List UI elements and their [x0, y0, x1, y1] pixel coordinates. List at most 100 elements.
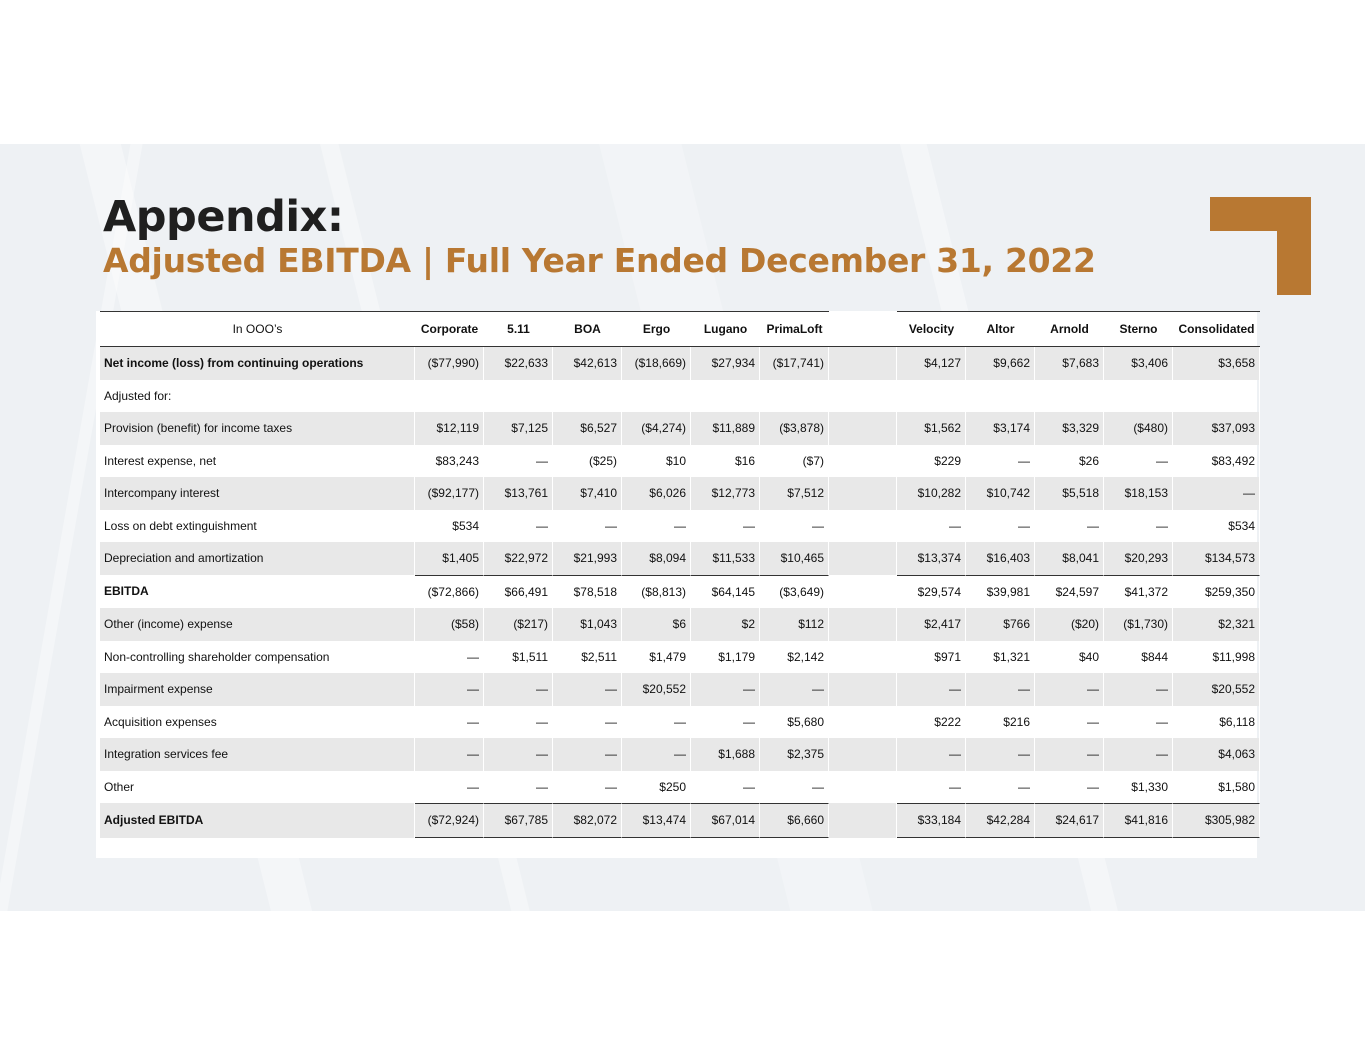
value-cell: —: [1104, 673, 1173, 706]
value-cell: $6,660: [760, 803, 829, 838]
value-cell: [691, 379, 760, 412]
value-cell: $20,552: [1173, 673, 1260, 706]
row-label: Net income (loss) from continuing operat…: [100, 347, 415, 380]
value-cell: $20,552: [622, 673, 691, 706]
spacer-cell: [829, 673, 897, 706]
value-cell: ($72,866): [415, 574, 484, 608]
row-label: Intercompany interest: [100, 477, 415, 510]
value-cell: $3,658: [1173, 347, 1260, 380]
column-header: Altor: [966, 311, 1035, 347]
value-cell: $11,533: [691, 542, 760, 575]
column-header: Arnold: [1035, 311, 1104, 347]
column-spacer: [829, 311, 897, 347]
value-cell: —: [553, 509, 622, 542]
value-cell: —: [1173, 477, 1260, 510]
row-label: Adjusted EBITDA: [100, 803, 415, 838]
value-cell: —: [622, 509, 691, 542]
value-cell: $1,562: [897, 412, 966, 445]
table-row: Other — — — $250— — — — — $1,330 $1,580: [100, 770, 1260, 803]
value-cell: ($72,924): [415, 803, 484, 838]
value-cell: $766: [966, 608, 1035, 641]
column-header: BOA: [553, 311, 622, 347]
value-cell: $1,330: [1104, 770, 1173, 803]
value-cell: $534: [415, 509, 484, 542]
page-title: Appendix:: [103, 192, 344, 242]
value-cell: —: [966, 770, 1035, 803]
corner-bracket-logo: [1210, 197, 1311, 295]
value-cell: —: [484, 673, 553, 706]
value-cell: $3,329: [1035, 412, 1104, 445]
value-cell: ($25): [553, 444, 622, 477]
row-label: Non-controlling shareholder compensation: [100, 640, 415, 673]
value-cell: $6,527: [553, 412, 622, 445]
value-cell: —: [1104, 705, 1173, 738]
value-cell: $134,573: [1173, 542, 1260, 575]
value-cell: $844: [1104, 640, 1173, 673]
value-cell: [760, 379, 829, 412]
value-cell: $29,574: [897, 574, 966, 608]
value-cell: —: [1035, 673, 1104, 706]
spacer-cell: [829, 738, 897, 771]
value-cell: —: [484, 444, 553, 477]
value-cell: $16,403: [966, 542, 1035, 575]
value-cell: $259,350: [1173, 574, 1260, 608]
value-cell: $216: [966, 705, 1035, 738]
value-cell: $11,889: [691, 412, 760, 445]
table-row: Depreciation and amortization $1,405 $22,9…: [100, 542, 1260, 575]
value-cell: —: [966, 509, 1035, 542]
table-row: Provision (benefit) for income taxes $12,…: [100, 412, 1260, 445]
column-header: PrimaLoft: [760, 311, 829, 347]
value-cell: $26: [1035, 444, 1104, 477]
value-cell: ($58): [415, 608, 484, 641]
value-cell: $1,688: [691, 738, 760, 771]
value-cell: $20,293: [1104, 542, 1173, 575]
column-header: Corporate: [415, 311, 484, 347]
value-cell: —: [553, 673, 622, 706]
row-label: Other (income) expense: [100, 608, 415, 641]
spacer-cell: [829, 444, 897, 477]
value-cell: [1035, 379, 1104, 412]
value-cell: —: [415, 705, 484, 738]
value-cell: ($3,878): [760, 412, 829, 445]
value-cell: $2,375: [760, 738, 829, 771]
spacer-cell: [829, 477, 897, 510]
value-cell: ($4,274): [622, 412, 691, 445]
value-cell: $11,998: [1173, 640, 1260, 673]
value-cell: $66,491: [484, 574, 553, 608]
row-label: Adjusted for:: [100, 379, 415, 412]
value-cell: $39,981: [966, 574, 1035, 608]
column-header: Lugano: [691, 311, 760, 347]
spacer-cell: [829, 509, 897, 542]
value-cell: ($20): [1035, 608, 1104, 641]
value-cell: $229: [897, 444, 966, 477]
value-cell: —: [1104, 444, 1173, 477]
value-cell: —: [553, 738, 622, 771]
spacer-cell: [829, 803, 897, 838]
value-cell: $13,474: [622, 803, 691, 838]
spacer-cell: [829, 542, 897, 575]
value-cell: —: [553, 770, 622, 803]
value-cell: —: [966, 673, 1035, 706]
value-cell: ($17,741): [760, 347, 829, 380]
value-cell: $42,613: [553, 347, 622, 380]
value-cell: $82,072: [553, 803, 622, 838]
value-cell: $41,372: [1104, 574, 1173, 608]
spacer-cell: [829, 574, 897, 608]
value-cell: $112: [760, 608, 829, 641]
column-header: Velocity: [897, 311, 966, 347]
value-cell: $2,511: [553, 640, 622, 673]
value-cell: —: [691, 509, 760, 542]
value-cell: $971: [897, 640, 966, 673]
value-cell: $22,972: [484, 542, 553, 575]
value-cell: $41,816: [1104, 803, 1173, 838]
column-header: 5.11: [484, 311, 553, 347]
value-cell: —: [691, 673, 760, 706]
column-header: Ergo: [622, 311, 691, 347]
value-cell: $40: [1035, 640, 1104, 673]
value-cell: [415, 379, 484, 412]
spacer-cell: [829, 770, 897, 803]
value-cell: —: [691, 770, 760, 803]
value-cell: $1,580: [1173, 770, 1260, 803]
value-cell: —: [966, 444, 1035, 477]
value-cell: $9,662: [966, 347, 1035, 380]
